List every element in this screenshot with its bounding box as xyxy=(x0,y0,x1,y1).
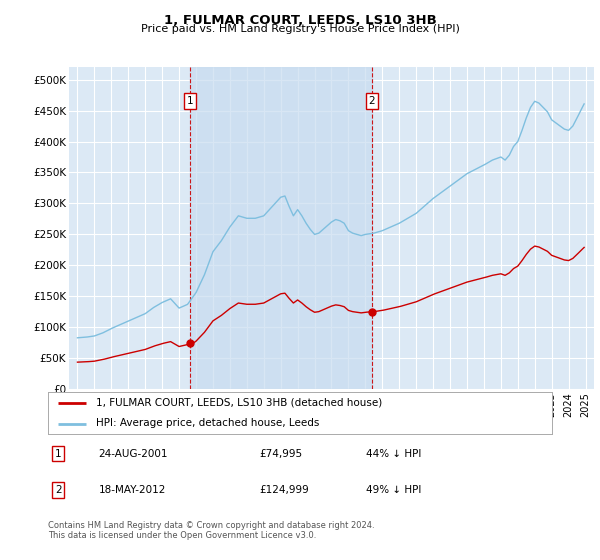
Text: 2: 2 xyxy=(55,485,61,495)
Text: 1, FULMAR COURT, LEEDS, LS10 3HB: 1, FULMAR COURT, LEEDS, LS10 3HB xyxy=(164,14,436,27)
Text: 44% ↓ HPI: 44% ↓ HPI xyxy=(365,449,421,459)
Text: £124,999: £124,999 xyxy=(260,485,310,495)
Text: Contains HM Land Registry data © Crown copyright and database right 2024.
This d: Contains HM Land Registry data © Crown c… xyxy=(48,521,374,540)
Text: 24-AUG-2001: 24-AUG-2001 xyxy=(98,449,168,459)
Text: 2: 2 xyxy=(368,96,375,106)
Text: 1: 1 xyxy=(187,96,193,106)
Text: HPI: Average price, detached house, Leeds: HPI: Average price, detached house, Leed… xyxy=(96,418,319,428)
Text: Price paid vs. HM Land Registry's House Price Index (HPI): Price paid vs. HM Land Registry's House … xyxy=(140,24,460,34)
Bar xyxy=(190,67,372,389)
Text: £74,995: £74,995 xyxy=(260,449,303,459)
Text: 18-MAY-2012: 18-MAY-2012 xyxy=(98,485,166,495)
Text: 1: 1 xyxy=(55,449,61,459)
Text: 1, FULMAR COURT, LEEDS, LS10 3HB (detached house): 1, FULMAR COURT, LEEDS, LS10 3HB (detach… xyxy=(96,398,382,408)
Text: 49% ↓ HPI: 49% ↓ HPI xyxy=(365,485,421,495)
